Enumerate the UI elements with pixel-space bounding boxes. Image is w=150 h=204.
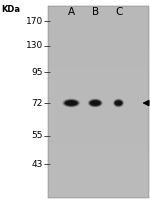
- Ellipse shape: [115, 101, 122, 105]
- Bar: [48, 107, 149, 112]
- Text: 170: 170: [26, 17, 43, 26]
- Ellipse shape: [115, 101, 122, 105]
- Bar: [48, 188, 149, 193]
- Bar: [48, 121, 149, 126]
- Ellipse shape: [66, 101, 76, 105]
- Bar: [48, 30, 149, 35]
- Bar: [48, 140, 149, 145]
- Ellipse shape: [88, 99, 103, 107]
- Ellipse shape: [65, 100, 77, 106]
- Bar: [48, 40, 149, 44]
- Ellipse shape: [114, 100, 123, 106]
- Bar: [48, 160, 149, 164]
- Ellipse shape: [64, 100, 78, 106]
- Ellipse shape: [115, 100, 122, 106]
- Bar: [48, 131, 149, 135]
- Bar: [48, 112, 149, 116]
- Text: B: B: [92, 7, 99, 17]
- Ellipse shape: [90, 100, 101, 106]
- Ellipse shape: [63, 99, 79, 107]
- Bar: [48, 145, 149, 150]
- Bar: [48, 6, 149, 11]
- Ellipse shape: [90, 101, 101, 105]
- Ellipse shape: [89, 100, 101, 106]
- Text: 130: 130: [26, 41, 43, 50]
- Ellipse shape: [66, 101, 76, 105]
- Bar: [48, 174, 149, 179]
- Text: C: C: [116, 7, 123, 17]
- Ellipse shape: [62, 99, 80, 107]
- Ellipse shape: [89, 100, 102, 106]
- Ellipse shape: [114, 100, 123, 106]
- Bar: [48, 102, 149, 107]
- Ellipse shape: [64, 100, 79, 106]
- Bar: [48, 169, 149, 174]
- Bar: [48, 150, 149, 155]
- Ellipse shape: [65, 101, 78, 105]
- Bar: [48, 193, 149, 198]
- Bar: [48, 35, 149, 40]
- Text: A: A: [68, 7, 75, 17]
- Ellipse shape: [90, 100, 101, 106]
- Ellipse shape: [88, 99, 102, 107]
- Bar: [48, 116, 149, 121]
- Text: 72: 72: [31, 99, 43, 108]
- Ellipse shape: [113, 99, 124, 107]
- Bar: [48, 83, 149, 88]
- Bar: [48, 97, 149, 102]
- Bar: [48, 44, 149, 49]
- Ellipse shape: [91, 101, 99, 105]
- Bar: [48, 16, 149, 21]
- Text: 55: 55: [31, 131, 43, 140]
- Bar: [48, 88, 149, 92]
- Bar: [48, 92, 149, 97]
- Bar: [48, 73, 149, 78]
- Bar: [48, 78, 149, 83]
- Bar: [48, 126, 149, 131]
- Ellipse shape: [113, 99, 124, 107]
- Ellipse shape: [65, 100, 78, 106]
- Ellipse shape: [114, 100, 123, 106]
- Bar: [48, 11, 149, 16]
- Text: KDa: KDa: [2, 5, 21, 14]
- Bar: [48, 21, 149, 25]
- Ellipse shape: [114, 99, 123, 107]
- Text: 95: 95: [31, 68, 43, 77]
- Ellipse shape: [115, 101, 122, 105]
- Bar: [48, 184, 149, 188]
- Bar: [48, 59, 149, 64]
- Bar: [48, 179, 149, 184]
- Ellipse shape: [90, 101, 100, 105]
- Bar: [48, 69, 149, 73]
- Ellipse shape: [66, 101, 77, 105]
- Bar: [48, 54, 149, 59]
- Ellipse shape: [63, 99, 80, 107]
- Bar: [48, 155, 149, 160]
- Bar: [48, 64, 149, 69]
- Bar: [48, 136, 149, 140]
- Ellipse shape: [91, 101, 100, 105]
- Bar: [48, 49, 149, 54]
- Bar: [48, 6, 149, 198]
- Ellipse shape: [116, 101, 122, 105]
- Bar: [48, 164, 149, 169]
- Ellipse shape: [88, 99, 102, 107]
- Bar: [48, 25, 149, 30]
- Text: 43: 43: [31, 160, 43, 169]
